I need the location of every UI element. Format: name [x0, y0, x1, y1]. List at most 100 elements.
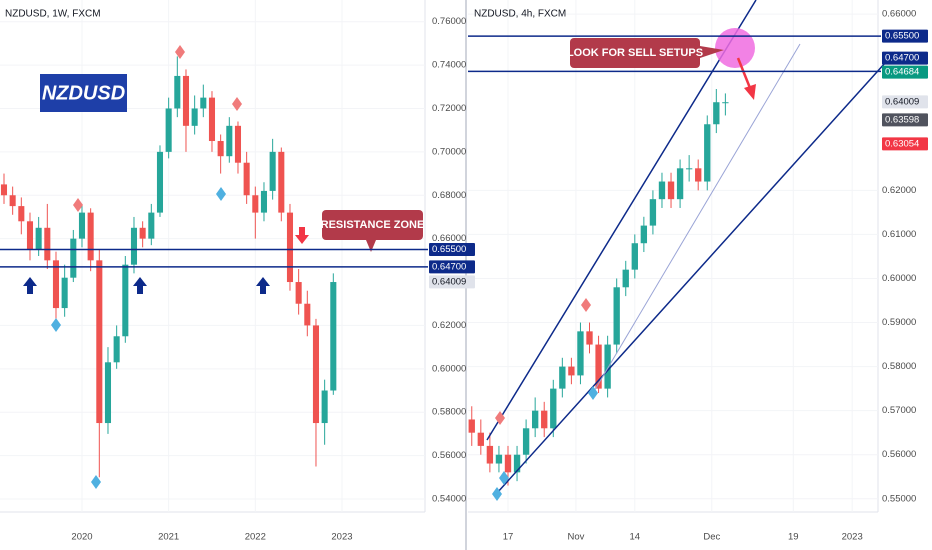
candle-body	[713, 102, 720, 125]
candle-body	[9, 195, 16, 207]
down-arrow	[295, 227, 309, 244]
candle-body	[330, 282, 337, 391]
diamond	[495, 411, 505, 425]
candle-body	[165, 108, 172, 152]
direction-arrow-head	[744, 84, 756, 100]
y-tick-label: 0.70000	[432, 146, 466, 157]
candle-body	[559, 366, 566, 389]
diamond	[581, 298, 591, 312]
y-tick-label: 0.62000	[432, 320, 466, 331]
price-tag	[882, 137, 928, 151]
candle-body	[269, 151, 276, 191]
x-tick-label: 2023	[842, 532, 863, 543]
diamond	[216, 187, 226, 201]
price-tag-label: 0.65500	[885, 31, 919, 42]
price-tag-label: 0.64009	[885, 96, 919, 107]
y-tick-label: 0.66000	[432, 233, 466, 244]
price-tag-label: 0.64700	[432, 261, 466, 272]
price-tag	[882, 29, 928, 43]
y-tick-label: 0.57000	[882, 405, 916, 416]
x-tick-label: Nov	[567, 532, 584, 543]
up-arrows	[23, 277, 270, 294]
x-tick-label: 2021	[158, 532, 179, 543]
y-tick-label: 0.68000	[432, 190, 466, 201]
candle-body	[87, 212, 94, 261]
candle-body	[321, 390, 328, 424]
diamonds	[51, 45, 598, 501]
price-tag-label: 0.63598	[885, 114, 919, 125]
y-tick-label: 0.55000	[882, 493, 916, 504]
candle-body	[182, 75, 190, 126]
y-tick-label: 0.59000	[882, 317, 916, 328]
candle-body	[685, 168, 693, 170]
channel-line	[592, 43, 801, 394]
candle-body	[495, 454, 503, 464]
price-tag-label: 0.64700	[885, 53, 919, 64]
candle-body	[722, 102, 729, 104]
candle-body	[226, 125, 233, 157]
candle-body	[312, 325, 320, 424]
symbol-label: NZDUSD	[42, 82, 125, 104]
candle-body	[113, 336, 120, 363]
callout-label: LOOK FOR SELL SETUPS	[567, 47, 703, 59]
candle-body	[486, 445, 494, 464]
y-tick-label: 0.66000	[882, 9, 916, 20]
candle-body	[278, 151, 285, 213]
candle-body	[104, 362, 112, 424]
candle-body	[96, 260, 103, 424]
candle-body	[191, 108, 198, 126]
candle-body	[61, 277, 68, 309]
candle-body	[304, 303, 311, 326]
candle-body	[595, 344, 602, 389]
diamond	[175, 45, 185, 59]
candle-body	[35, 227, 42, 250]
price-tag	[882, 51, 928, 65]
price-tag	[429, 242, 475, 256]
x-tick-label: 2020	[71, 532, 92, 543]
up-arrow	[23, 277, 37, 294]
y-tick-label: 0.58000	[882, 361, 916, 372]
candle-body	[243, 162, 250, 196]
symbol-box	[40, 74, 127, 112]
candle-body	[631, 243, 638, 270]
x-tick-label: Dec	[703, 532, 720, 543]
candle-body	[658, 181, 666, 200]
y-tick-label: 0.60000	[432, 363, 466, 374]
candle-body	[640, 225, 648, 244]
diamond	[499, 471, 509, 485]
candle-body	[531, 410, 539, 429]
candle-body	[541, 410, 548, 429]
candle-body	[577, 331, 584, 376]
candle-body	[568, 366, 575, 376]
candle-body	[52, 260, 60, 309]
diamond	[73, 198, 83, 212]
price-tag	[882, 65, 928, 79]
candle-body	[504, 454, 512, 473]
panel-title: NZDUSD, 4h, FXCM	[474, 9, 566, 20]
x-tick-label: 2023	[331, 532, 352, 543]
candle-body	[174, 75, 181, 109]
candle-body	[217, 141, 224, 157]
candle-body	[550, 388, 557, 429]
price-tag-label: 0.64009	[432, 276, 466, 287]
panel-title: NZDUSD, 1W, FXCM	[5, 9, 101, 20]
candle-body	[676, 168, 684, 200]
candle-body	[130, 227, 138, 265]
candle-body	[477, 432, 484, 446]
price-tag	[882, 113, 928, 127]
price-tag	[882, 95, 928, 109]
candle-body	[44, 227, 51, 261]
callout-pointer	[700, 46, 724, 58]
channel-line	[496, 51, 896, 494]
y-tick-label: 0.76000	[432, 16, 466, 27]
callout-pointer	[366, 240, 376, 252]
candle-body	[156, 151, 164, 213]
y-tick-label: 0.56000	[432, 450, 466, 461]
y-tick-label: 0.56000	[882, 449, 916, 460]
candle-body	[667, 181, 675, 200]
candle-body	[139, 227, 146, 239]
highlight-circle	[715, 28, 755, 68]
direction-arrow	[736, 57, 752, 89]
candle-body	[26, 221, 34, 250]
candle-body	[522, 428, 530, 455]
